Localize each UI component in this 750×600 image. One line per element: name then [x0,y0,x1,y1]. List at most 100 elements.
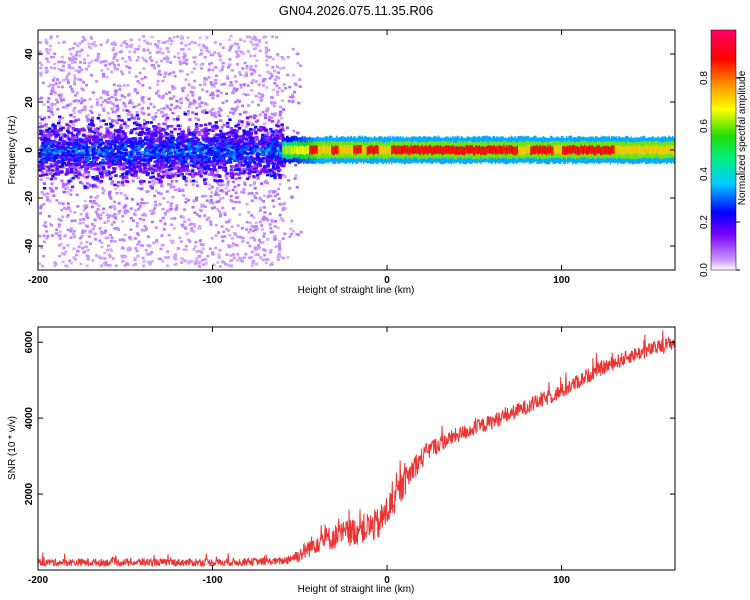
spectrogram-noise-cell [265,47,269,50]
spectrogram-noise-cell [58,125,62,128]
spectrogram-noise-cell [183,208,186,211]
spectrogram-noise-cell [191,94,195,97]
spectrogram-core-cell [111,149,115,152]
spectrogram-core-cell [74,175,78,178]
spectrogram-noise-cell [187,218,191,222]
spectrogram-core-cell [123,158,127,161]
spectrogram-core-cell [239,136,243,140]
spectrogram-noise-cell [61,260,65,264]
spectrogram-noise-cell [73,74,77,77]
spectrogram-noise-cell [258,220,262,224]
spectrogram-noise-cell [55,98,58,101]
spectrogram-core-cell [93,131,97,135]
spectrogram-core-cell [172,143,176,146]
spectrogram-noise-cell [253,248,257,252]
spectrogram-core-cell [151,175,155,179]
spectrogram-noise-cell [184,78,188,81]
spectrogram-core-cell [238,155,243,159]
spectrogram-noise-cell [111,214,115,218]
spectrogram-core-cell [111,159,116,162]
spectrogram-noise-cell [254,196,258,200]
spectrogram-noise-cell [57,60,61,64]
spectrogram-noise-cell [258,74,262,77]
spectrogram-core-cell [117,135,121,138]
spectrogram-core-cell [46,136,50,139]
spectrogram-noise-cell [150,220,154,224]
spectrogram-core-cell [274,130,278,134]
spectrogram-noise-cell [190,227,194,230]
spectrogram-noise-cell [190,70,194,74]
spectrogram-noise-cell [149,102,153,106]
spectrogram-core-cell [155,161,159,165]
spectrogram-core-cell [185,138,190,142]
spectrogram-core-cell [50,148,55,152]
spectrogram-noise-cell [209,198,213,202]
spectrogram-noise-cell [163,41,167,44]
spectrogram-core-cell [55,168,59,171]
spectrogram-noise-cell [183,226,187,230]
spectrogram-noise-cell [171,111,175,115]
spectrogram-noise-cell [230,225,234,229]
spectrogram-core-cell [247,169,252,172]
spectrogram-noise-cell [268,77,272,80]
spectrogram-noise-cell [251,261,255,264]
spectrogram-core-cell [204,160,209,164]
spectrogram-noise-cell [250,72,254,76]
spectrogram-noise-cell [137,240,141,243]
spectrogram-core-cell [244,144,248,148]
spectrogram-noise-cell [87,174,91,177]
spectrogram-noise-cell [213,66,217,69]
spectrogram-noise-cell [75,165,79,168]
spectrogram-core-cell [120,119,124,122]
spectrogram-core-cell [102,151,106,155]
spectrogram-core-cell [92,159,96,162]
spectrogram-core-cell [251,158,255,162]
spectrogram-core-cell [160,127,164,131]
spectrogram-noise-cell [229,81,233,84]
spectrogram-noise-cell [143,76,147,79]
spectrogram-noise-cell [237,54,241,58]
spectrogram-noise-cell [47,106,50,109]
spectrogram-core-cell [199,175,203,178]
spectrogram-signal-cell [323,144,326,154]
spectrogram-core-cell [183,112,187,116]
spectrogram-noise-cell [187,126,191,129]
spectrogram-noise-cell [83,245,87,249]
spectrogram-noise-cell [141,229,145,233]
spectrogram-noise-cell [244,110,248,114]
spectrogram-core-cell [192,134,196,137]
spectrogram-core-cell [153,160,157,163]
spectrogram-core-cell [162,145,166,148]
spectrogram-core-cell [124,161,128,164]
spectrogram-noise-cell [230,245,234,248]
spectrogram-noise-cell [72,99,76,103]
spectrogram-noise-cell [205,103,209,106]
spectrogram-noise-cell [262,200,266,203]
spectrogram-core-cell [228,118,232,121]
spectrogram-noise-cell [87,42,91,46]
spectrogram-noise-cell [80,97,84,100]
spectrogram-noise-cell [113,41,117,45]
spectrogram-noise-cell [284,87,288,90]
spectrogram-noise-cell [210,191,214,194]
spectrogram-noise-cell [219,69,223,73]
spectrogram-noise-cell [273,101,277,105]
spectrogram-core-cell [67,137,71,141]
spectrogram-core-cell [44,149,49,153]
spectrogram-noise-cell [203,205,207,209]
spectrogram-core-cell [147,167,152,171]
spectrogram-noise-cell [194,117,198,120]
spectrogram-core-cell [56,147,60,150]
spectrogram-noise-cell [204,262,208,265]
spectrogram-noise-cell [148,51,152,54]
spectrogram-core-cell [126,162,130,165]
spectrogram-core-cell [234,159,238,162]
spectrogram-core-cell [246,133,250,137]
spectrogram-core-cell [185,152,189,156]
spectrogram-noise-cell [52,90,56,93]
spectrogram-core-cell [169,139,173,142]
spectrogram-core-cell [146,140,150,144]
spectrogram-noise-cell [59,243,63,246]
spectrogram-noise-cell [97,52,101,56]
